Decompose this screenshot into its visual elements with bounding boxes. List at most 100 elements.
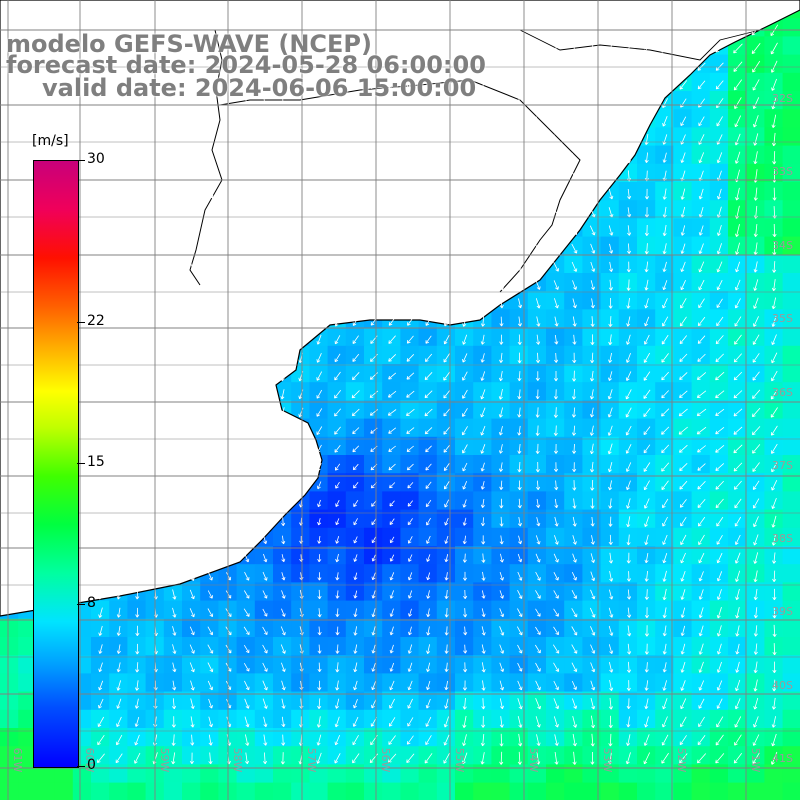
wind-arrow xyxy=(517,480,522,491)
wind-speed-cell xyxy=(691,182,711,201)
wind-arrow xyxy=(98,225,103,236)
wind-speed-cell xyxy=(746,382,765,401)
wind-arrow xyxy=(716,698,723,709)
wind-speed-cell xyxy=(709,691,729,711)
wind-speed-cell xyxy=(618,473,638,492)
wind-arrow xyxy=(553,553,559,563)
wind-arrow xyxy=(516,225,523,236)
wind-speed-cell xyxy=(455,382,474,401)
wind-speed-cell xyxy=(436,455,456,474)
wind-arrow xyxy=(608,371,613,382)
wind-arrow xyxy=(135,261,140,272)
wind-arrow xyxy=(171,716,176,728)
wind-arrow xyxy=(171,316,176,327)
wind-arrow xyxy=(171,480,176,491)
wind-arrow xyxy=(590,662,596,673)
wind-arrow xyxy=(715,408,725,416)
wind-speed-cell xyxy=(200,673,219,693)
wind-speed-cell xyxy=(327,473,347,492)
wind-arrow xyxy=(116,535,122,545)
wind-speed-cell xyxy=(618,254,638,274)
wind-speed-cell xyxy=(455,418,474,438)
wind-arrow xyxy=(589,389,594,400)
wind-arrow xyxy=(190,152,195,163)
wind-speed-cell xyxy=(782,400,800,420)
wind-speed-cell xyxy=(327,327,347,347)
wind-speed-cell xyxy=(782,637,800,656)
wind-speed-cell xyxy=(109,709,128,729)
wind-speed-cell xyxy=(345,473,365,492)
wind-arrow xyxy=(571,225,578,236)
wind-speed-cell xyxy=(473,364,492,383)
wind-arrow xyxy=(190,134,195,145)
wind-speed-cell xyxy=(746,400,765,420)
wind-arrow xyxy=(171,516,176,527)
wind-speed-cell xyxy=(655,746,674,765)
wind-arrow xyxy=(462,261,468,272)
wind-arrow xyxy=(734,716,742,728)
wind-speed-cell xyxy=(400,382,420,401)
wind-arrow xyxy=(697,62,706,71)
wind-arrow xyxy=(98,189,103,199)
wind-arrow xyxy=(424,753,433,764)
wind-arrow xyxy=(480,517,486,527)
wind-arrow xyxy=(352,734,359,746)
wind-arrow xyxy=(171,298,176,309)
wind-arrow xyxy=(369,390,379,398)
wind-speed-cell xyxy=(436,491,456,511)
wind-arrow xyxy=(208,43,213,54)
wind-speed-cell xyxy=(655,382,674,401)
wind-arrow xyxy=(499,261,505,273)
wind-arrow xyxy=(607,407,613,418)
wind-speed-cell xyxy=(418,600,438,620)
wind-speed-cell xyxy=(309,418,329,438)
wind-arrow xyxy=(609,589,614,600)
wind-arrow xyxy=(734,133,741,146)
wind-arrow xyxy=(608,625,614,636)
wind-speed-cell xyxy=(637,364,656,383)
wind-arrow xyxy=(244,425,249,436)
wind-speed-cell xyxy=(418,455,438,474)
wind-speed-cell xyxy=(728,746,747,765)
wind-arrow xyxy=(462,517,467,526)
wind-speed-cell xyxy=(364,709,383,729)
wind-arrow xyxy=(679,8,688,16)
wind-arrow xyxy=(462,43,468,54)
wind-arrow xyxy=(679,444,688,453)
wind-arrow xyxy=(425,317,432,326)
longitude-label: 60W xyxy=(83,748,96,773)
wind-speed-cell xyxy=(637,655,656,674)
wind-arrow xyxy=(626,352,631,363)
wind-speed-cell xyxy=(436,618,456,638)
wind-speed-cell xyxy=(473,509,492,529)
wind-arrow xyxy=(262,481,267,490)
wind-speed-cell xyxy=(273,746,292,765)
wind-arrow xyxy=(352,44,360,53)
wind-speed-cell xyxy=(673,473,693,492)
wind-arrow xyxy=(406,335,414,344)
wind-speed-cell xyxy=(746,782,765,800)
wind-speed-cell xyxy=(327,418,347,438)
wind-arrow xyxy=(735,242,740,255)
wind-arrow xyxy=(716,552,723,564)
wind-speed-cell xyxy=(673,200,693,219)
wind-arrow xyxy=(517,371,522,382)
wind-arrow xyxy=(480,316,486,327)
wind-speed-cell xyxy=(436,764,456,784)
wind-arrow xyxy=(753,133,759,146)
wind-arrow xyxy=(661,480,669,490)
wind-speed-cell xyxy=(473,728,492,747)
wind-arrow xyxy=(772,552,777,564)
wind-arrow xyxy=(444,261,449,272)
wind-arrow xyxy=(715,62,724,71)
wind-speed-cell xyxy=(764,327,784,347)
wind-arrow xyxy=(535,298,541,309)
wind-arrow xyxy=(426,644,431,654)
wind-arrow xyxy=(389,680,395,691)
wind-speed-cell xyxy=(709,546,729,565)
wind-arrow xyxy=(334,371,341,381)
wind-arrow xyxy=(517,716,523,728)
wind-speed-cell xyxy=(418,473,438,492)
wind-arrow xyxy=(698,152,705,164)
wind-arrow xyxy=(244,61,249,72)
